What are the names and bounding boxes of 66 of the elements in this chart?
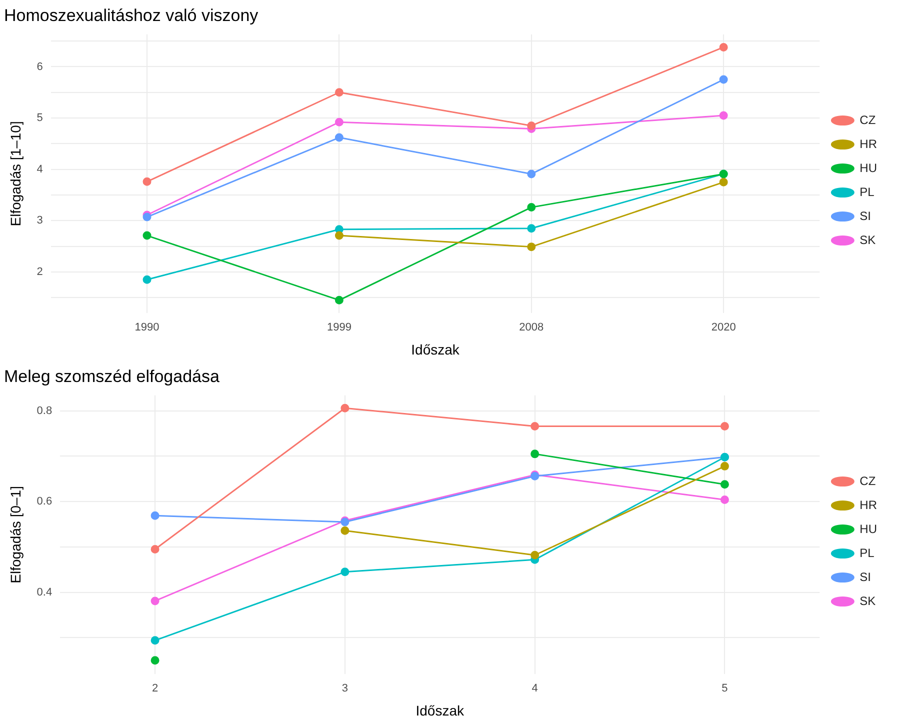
y-tick-label: 0.8 bbox=[36, 404, 52, 417]
point bbox=[150, 656, 160, 665]
point bbox=[142, 231, 152, 240]
y-tick-label: 2 bbox=[36, 266, 43, 278]
legend-label: CZ bbox=[860, 474, 876, 488]
legend-label: HR bbox=[860, 136, 878, 151]
y-tick-label: 0.6 bbox=[36, 496, 52, 508]
y-axis-title: Elfogadás [1–10] bbox=[7, 121, 24, 226]
point bbox=[150, 544, 160, 554]
point bbox=[527, 242, 536, 252]
legend-label: PL bbox=[860, 546, 875, 560]
point bbox=[340, 404, 350, 412]
legend-label: CZ bbox=[860, 112, 876, 127]
point bbox=[527, 170, 536, 178]
x-tick-label: 2020 bbox=[711, 322, 736, 334]
x-tick-label: 1990 bbox=[134, 322, 160, 334]
y-tick-label: 5 bbox=[36, 112, 43, 124]
point bbox=[530, 450, 540, 458]
legend-label: HU bbox=[860, 160, 878, 175]
point bbox=[334, 88, 344, 97]
y-tick-label: 3 bbox=[36, 214, 43, 227]
point bbox=[719, 178, 728, 186]
x-axis-title: Időszak bbox=[411, 341, 460, 358]
point bbox=[334, 296, 344, 304]
chart-title: Meleg szomszéd elfogadása bbox=[4, 366, 220, 386]
chart-title: Homoszexualitáshoz való viszony bbox=[4, 6, 259, 25]
x-tick-label: 1999 bbox=[326, 322, 352, 334]
point bbox=[142, 177, 152, 186]
y-tick-label: 6 bbox=[36, 60, 43, 73]
x-tick-label: 2 bbox=[152, 682, 158, 695]
y-axis-title: Elfogadás [0–1] bbox=[7, 486, 24, 584]
point bbox=[150, 596, 160, 606]
point bbox=[150, 511, 160, 520]
point bbox=[720, 496, 729, 504]
point bbox=[720, 480, 729, 489]
point bbox=[719, 111, 728, 120]
point bbox=[142, 275, 152, 284]
legend-label: SI bbox=[860, 570, 872, 584]
legend-label: SK bbox=[860, 594, 876, 608]
x-tick-label: 3 bbox=[342, 682, 348, 695]
point bbox=[527, 224, 536, 233]
legend-label: SK bbox=[860, 232, 876, 247]
point bbox=[340, 568, 350, 576]
point bbox=[530, 550, 540, 560]
x-tick-label: 2008 bbox=[519, 322, 544, 334]
legend-label: PL bbox=[860, 184, 875, 199]
x-axis-title: Időszak bbox=[416, 702, 466, 718]
point bbox=[340, 526, 350, 535]
legend-label: HU bbox=[860, 522, 878, 536]
point bbox=[530, 422, 540, 431]
point bbox=[150, 636, 160, 645]
point bbox=[334, 133, 344, 142]
legend-label: SI bbox=[860, 208, 872, 223]
point bbox=[334, 231, 344, 240]
y-tick-label: 0.4 bbox=[36, 586, 52, 598]
y-tick-label: 4 bbox=[36, 163, 43, 176]
point bbox=[719, 75, 728, 84]
x-tick-label: 5 bbox=[722, 682, 728, 695]
point bbox=[334, 118, 344, 126]
point bbox=[527, 121, 536, 130]
point bbox=[527, 203, 536, 212]
point bbox=[720, 422, 729, 431]
legend-label: HR bbox=[860, 498, 878, 512]
point bbox=[720, 462, 729, 470]
x-tick-label: 4 bbox=[532, 682, 538, 695]
point bbox=[719, 42, 728, 52]
